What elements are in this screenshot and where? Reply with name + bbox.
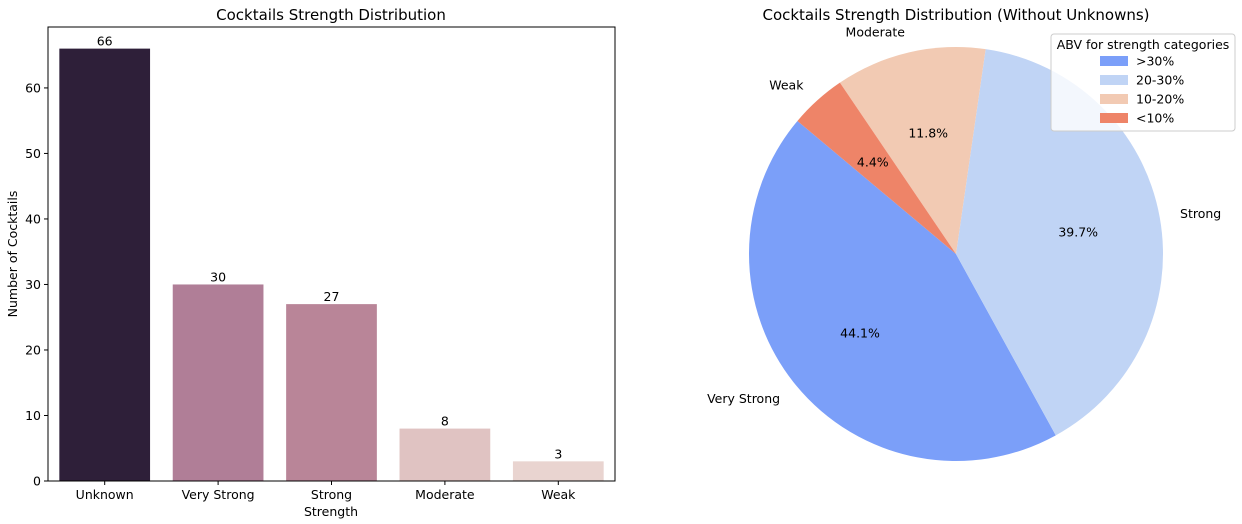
x-tick-label: Very Strong <box>182 487 255 502</box>
y-tick-label: 20 <box>25 342 41 357</box>
y-tick-label: 10 <box>25 408 41 423</box>
y-tick-label: 0 <box>33 474 41 489</box>
y-tick-label: 40 <box>25 211 41 226</box>
legend-frame <box>1050 33 1236 132</box>
pie-category-label: Strong <box>1180 206 1221 221</box>
y-axis-label: Number of Cocktails <box>5 191 20 318</box>
legend-entry-label: 10-20% <box>1136 92 1184 107</box>
y-tick-label: 60 <box>25 80 41 95</box>
bar-chart-title: Cocktails Strength Distribution <box>216 6 446 24</box>
plot-frame <box>47 26 616 482</box>
bar-strong <box>286 304 377 481</box>
legend-title: ABV for strength categories <box>1057 37 1230 52</box>
legend: ABV for strength categories >30% 20-30% 10… <box>1050 33 1236 132</box>
x-tick-label: Weak <box>541 487 576 502</box>
legend-swatch <box>1100 94 1128 104</box>
bar-moderate <box>399 428 491 481</box>
pie-percent-label: 44.1% <box>840 325 880 340</box>
pie-percent-label: 11.8% <box>908 125 948 140</box>
bar-chart: Cocktails Strength Distribution 66302783… <box>5 6 616 519</box>
y-tick-label: 50 <box>25 146 41 161</box>
legend-swatch <box>1100 113 1128 123</box>
bar-data-label: 66 <box>97 34 113 49</box>
pie-category-label: Moderate <box>846 25 906 40</box>
bar-unknown <box>59 48 151 481</box>
x-tick-label: Strong <box>311 487 352 502</box>
y-tick-label: 30 <box>25 277 41 292</box>
y-axis: 0 10 20 30 40 50 60 <box>25 80 48 489</box>
pie-category-label: Weak <box>769 77 804 92</box>
legend-swatch <box>1100 75 1128 85</box>
x-tick-label: Unknown <box>76 487 134 502</box>
pie-slice-strong <box>956 49 1163 436</box>
pie-percent-label: 4.4% <box>857 154 889 169</box>
legend-entry-label: 20-30% <box>1136 73 1184 88</box>
legend-entries: >30% 20-30% 10-20% <10% <box>1100 54 1184 126</box>
pie-labels: Very Strong 44.1% Strong 39.7% Moderate 11.8%… <box>707 25 1221 406</box>
bar-series: 66 30 27 8 3 <box>59 34 604 481</box>
legend-swatch <box>1100 56 1128 66</box>
x-axis-label: Strength <box>304 504 358 519</box>
pie-slice-weak <box>797 82 956 255</box>
x-axis: Unknown Very Strong Strong Moderate Weak <box>76 481 576 502</box>
legend-entry-label: >30% <box>1136 54 1174 69</box>
bar-data-label: 3 <box>554 446 562 461</box>
bar-very-strong <box>172 284 264 481</box>
pie-chart: Cocktails Strength Distribution (Without… <box>707 6 1236 462</box>
bar-data-label: 30 <box>210 269 226 284</box>
bar-weak <box>512 461 604 481</box>
pie-chart-title: Cocktails Strength Distribution (Without… <box>762 6 1149 24</box>
x-tick-label: Moderate <box>415 487 475 502</box>
pie-category-label: Very Strong <box>707 391 780 406</box>
bar-data-label: 27 <box>324 289 340 304</box>
pie-percent-label: 39.7% <box>1058 224 1098 239</box>
pie-slice-very-strong <box>749 120 1056 462</box>
bar-data-label: 8 <box>441 414 449 429</box>
pie-wedges <box>749 47 1163 462</box>
pie-slice-moderate <box>839 47 986 254</box>
legend-entry-label: <10% <box>1136 111 1174 126</box>
